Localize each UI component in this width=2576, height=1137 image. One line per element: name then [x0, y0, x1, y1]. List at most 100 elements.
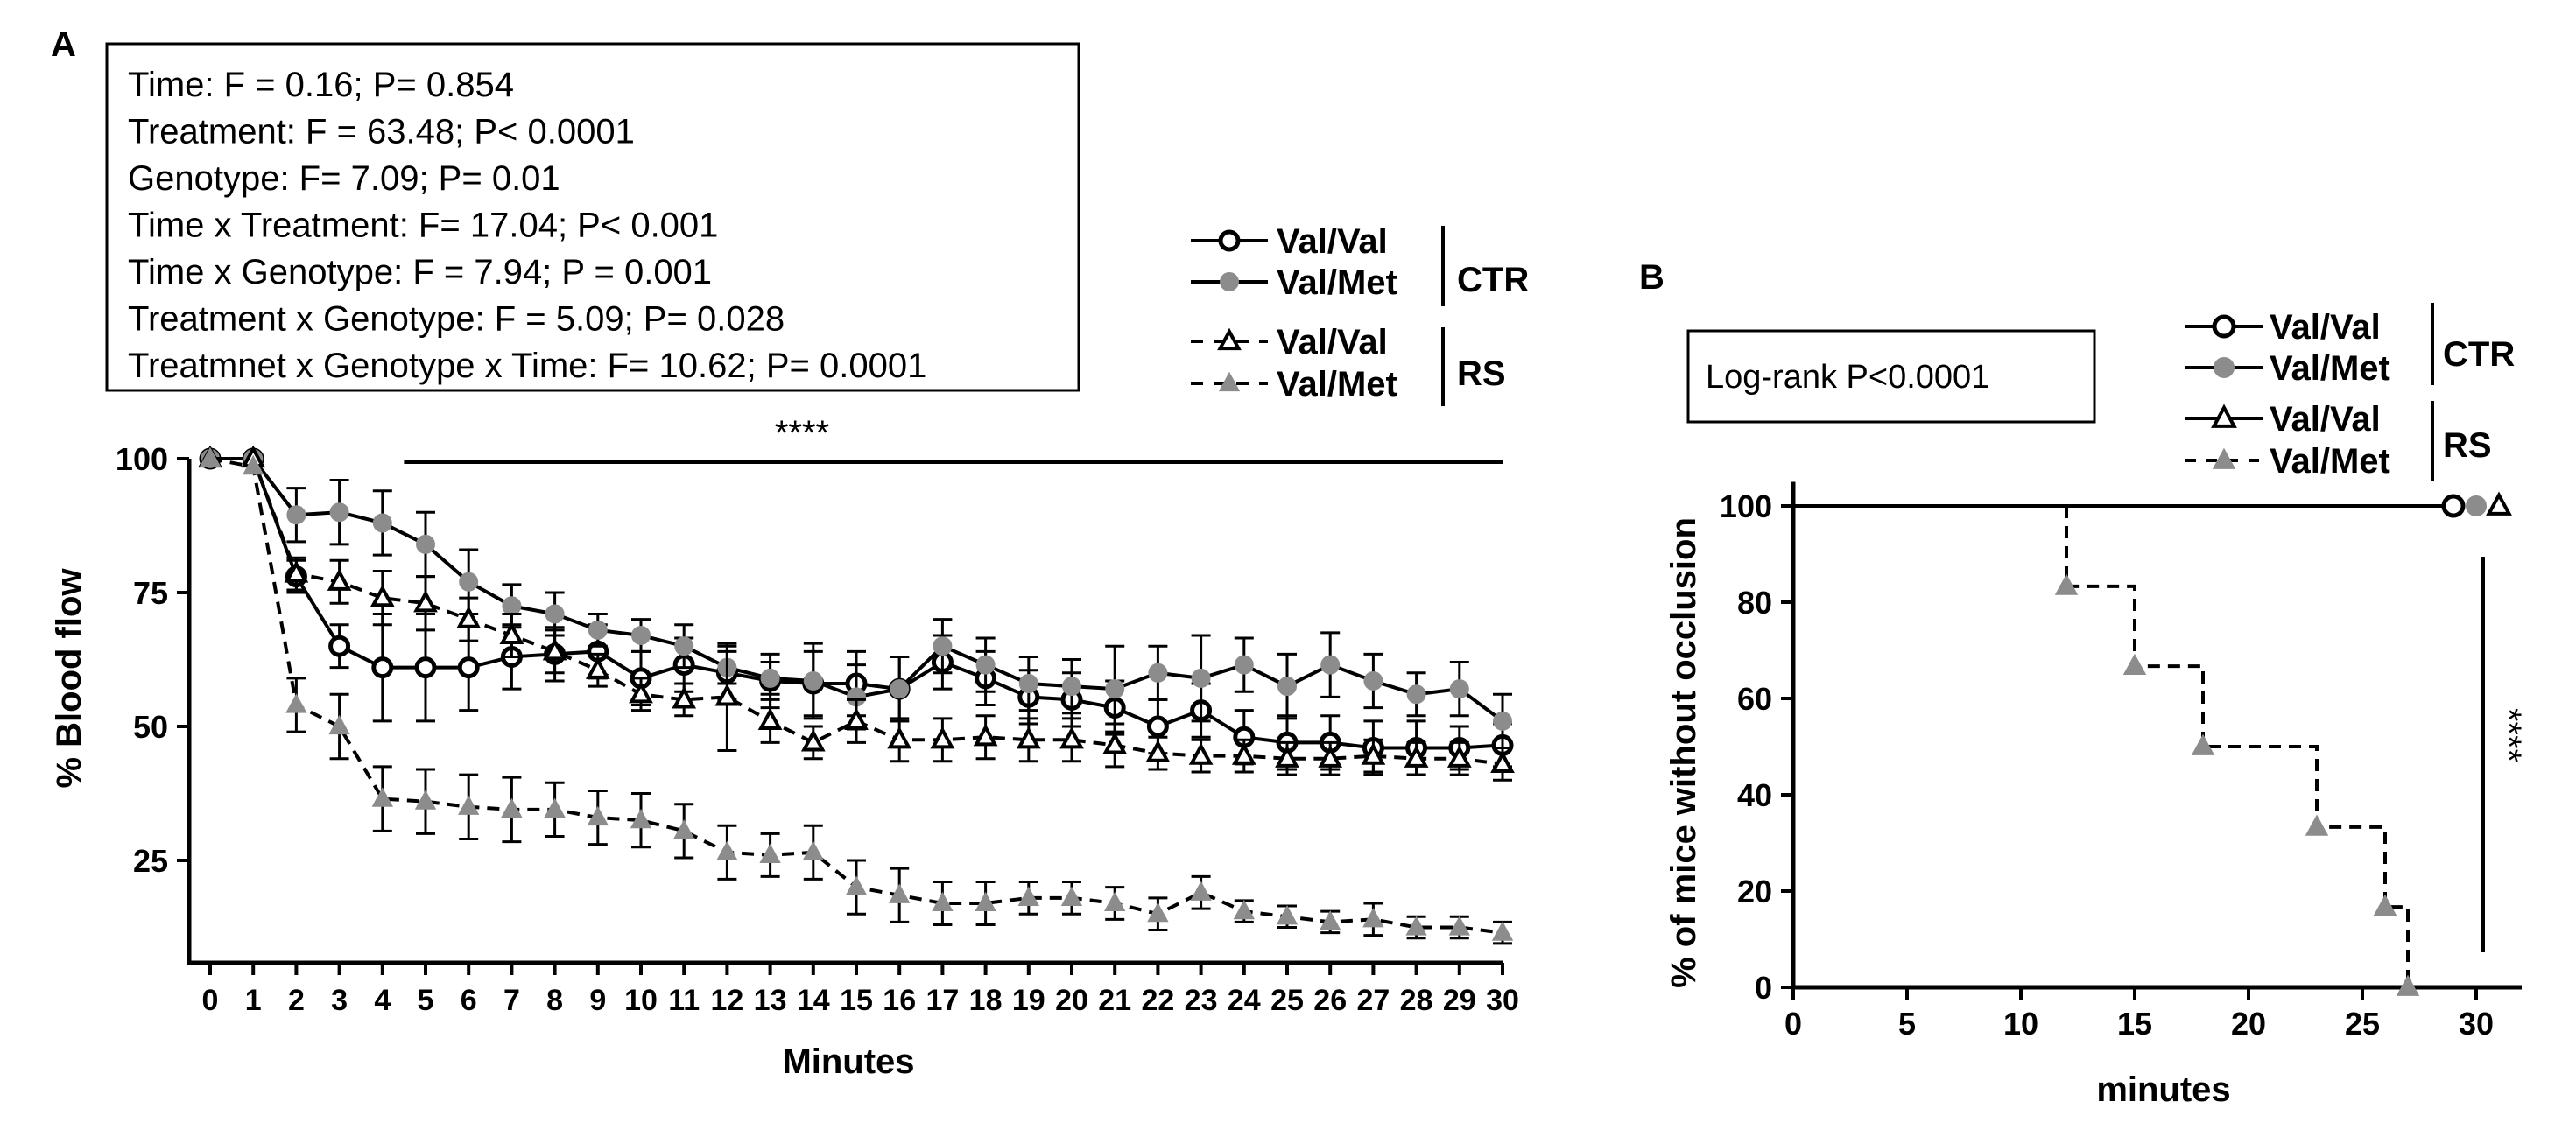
- data-point: [502, 596, 522, 616]
- panel-a-ytick-label: 50: [133, 709, 168, 745]
- panel-a-xtick-label: 0: [202, 984, 219, 1017]
- data-point: [371, 656, 394, 679]
- data-point: [757, 707, 783, 730]
- panel-b-xtick-label: 5: [1898, 1006, 1916, 1042]
- data-point: [414, 656, 437, 679]
- data-point: [545, 604, 565, 624]
- data-point: [889, 883, 911, 903]
- data-point: [1146, 715, 1169, 738]
- data-point: [1105, 679, 1125, 699]
- stats-line: Treatmnet x Genotype x Time: F= 10.62; P…: [128, 347, 926, 385]
- panel-b-ytick-label: 20: [1737, 874, 1772, 909]
- data-point: [1147, 902, 1169, 923]
- stats-line: Treatment x Genotype: F = 5.09; P= 0.028: [128, 300, 785, 339]
- data-point: [1491, 921, 1514, 941]
- data-point: [1231, 742, 1256, 765]
- data-point: [2191, 733, 2215, 755]
- panel-a-xtick-label: 10: [624, 984, 658, 1017]
- panel-a-xtick-label: 1: [245, 984, 262, 1017]
- panel-a-xtick-label: 14: [797, 984, 830, 1017]
- legend-label: Val/Val: [2270, 308, 2381, 347]
- panel-a-series-rs-val-met: [199, 446, 1514, 945]
- data-point: [803, 670, 823, 691]
- data-point: [2396, 974, 2420, 996]
- data-point: [542, 637, 567, 661]
- legend-label: Val/Met: [2270, 442, 2390, 481]
- panel-a-ylabel: % Blood flow: [50, 568, 88, 789]
- data-point: [501, 797, 523, 818]
- data-point: [1148, 663, 1168, 683]
- data-point: [499, 621, 524, 645]
- panel-a-xtick-label: 28: [1400, 984, 1433, 1017]
- legend-marker: [2212, 447, 2236, 469]
- logrank-box: Log-rank P<0.0001: [1686, 329, 2096, 424]
- panel-b-label: B: [1639, 258, 1665, 297]
- data-point: [1233, 899, 1255, 920]
- legend-group-label: RS: [2443, 426, 2492, 465]
- data-point: [370, 584, 395, 607]
- stats-line: Genotype: F= 7.09; P= 0.01: [128, 159, 560, 198]
- data-point: [932, 891, 954, 912]
- data-point: [1275, 745, 1299, 768]
- data-point: [1145, 740, 1171, 762]
- panel-b-xtick-label: 0: [1784, 1006, 1802, 1042]
- panel-a-xtick-label: 16: [883, 984, 916, 1017]
- data-point: [975, 655, 996, 675]
- panel-a-xtick-label: 23: [1185, 984, 1218, 1017]
- panel-a-xtick-label: 18: [969, 984, 1003, 1017]
- data-point: [1276, 905, 1299, 925]
- data-point: [844, 707, 869, 730]
- data-point: [1016, 726, 1041, 749]
- panel-a-xtick-label: 26: [1313, 984, 1347, 1017]
- data-point: [1191, 668, 1211, 688]
- panel-a-xtick-label: 13: [754, 984, 787, 1017]
- panel-b-ylabel: % of mice without occlusion: [1665, 517, 1703, 988]
- panel-b-series-ctr-val-met: [2466, 495, 2487, 516]
- data-point: [2441, 494, 2466, 518]
- survival-line: [2065, 506, 2410, 987]
- data-point: [544, 797, 566, 818]
- panel-a-xtick-label: 4: [374, 984, 391, 1017]
- panel-a-series: [198, 445, 1515, 945]
- data-point: [588, 620, 608, 640]
- data-point: [1104, 891, 1126, 912]
- legend-label: Val/Val: [1277, 323, 1388, 361]
- stats-line: Time: F = 0.16; P= 0.854: [128, 66, 514, 104]
- data-point: [1320, 655, 1341, 675]
- data-point: [328, 635, 351, 657]
- legend-label: Val/Val: [1277, 222, 1388, 261]
- panel-b-xtick-label: 10: [2003, 1006, 2038, 1042]
- data-point: [1190, 881, 1212, 901]
- panel-a-label: A: [51, 25, 76, 64]
- data-point: [2054, 573, 2079, 595]
- data-point: [716, 840, 738, 860]
- panel-a-xtick-label: 12: [710, 984, 743, 1017]
- panel-a-xtick-label: 25: [1270, 984, 1304, 1017]
- stats-box: Time: F = 0.16; P= 0.854 Treatment: F = 6…: [105, 42, 1080, 392]
- data-point: [930, 726, 955, 749]
- panel-a-xtick-label: 20: [1055, 984, 1088, 1017]
- data-point: [973, 723, 998, 747]
- data-point: [933, 636, 953, 656]
- data-point: [372, 513, 392, 533]
- data-point: [1018, 674, 1038, 694]
- panel-a-xtick-label: 9: [589, 984, 606, 1017]
- data-point: [414, 790, 437, 810]
- data-point: [630, 808, 652, 829]
- panel-b-ytick-label: 80: [1737, 585, 1772, 621]
- panel-b-xlabel: minutes: [2096, 1070, 2230, 1109]
- data-point: [1062, 677, 1081, 697]
- data-point: [459, 572, 479, 592]
- panel-a-xtick-label: 17: [926, 984, 959, 1017]
- legend-marker: [2212, 314, 2236, 339]
- data-point: [760, 668, 780, 688]
- data-point: [2466, 495, 2487, 516]
- data-point: [1493, 711, 1512, 731]
- panel-a-xtick-label: 2: [288, 984, 305, 1017]
- legend-group-label: RS: [1457, 354, 1506, 393]
- panel-a-xtick-label: 5: [418, 984, 434, 1017]
- panel-a-xtick-label: 19: [1012, 984, 1045, 1017]
- data-point: [1406, 684, 1426, 705]
